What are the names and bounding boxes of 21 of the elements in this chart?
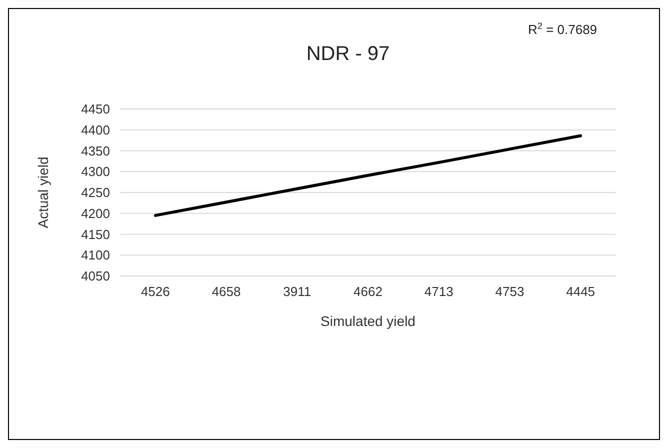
y-tick-label: 4350 bbox=[81, 143, 110, 158]
y-axis-title: Actual yield bbox=[35, 156, 51, 228]
x-tick-label: 4753 bbox=[495, 284, 524, 299]
y-tick-label: 4050 bbox=[81, 268, 110, 284]
chart-title: NDR - 97 bbox=[306, 43, 390, 65]
x-tick-label: 4713 bbox=[424, 284, 454, 299]
line-series bbox=[154, 134, 582, 217]
y-tick-label: 4250 bbox=[81, 185, 110, 200]
y-tick-label: 4300 bbox=[81, 164, 110, 180]
y-tick-label: 4100 bbox=[81, 248, 110, 263]
y-tick-label: 4200 bbox=[81, 206, 110, 221]
x-tick-label: 4662 bbox=[354, 284, 382, 299]
y-tick-label: 4400 bbox=[81, 122, 110, 138]
y-tick-label: 4150 bbox=[81, 226, 110, 242]
x-tick-label: 4658 bbox=[212, 284, 241, 299]
x-tick-label: 4526 bbox=[140, 284, 170, 299]
x-axis-title: Simulated yield bbox=[320, 313, 416, 329]
y-tick-label: 4450 bbox=[81, 102, 110, 117]
text: R$^{2}$ = 0.7689 bbox=[528, 21, 598, 37]
x-tick-label: 4445 bbox=[566, 284, 596, 299]
x-tick-label: 3911 bbox=[283, 284, 312, 299]
